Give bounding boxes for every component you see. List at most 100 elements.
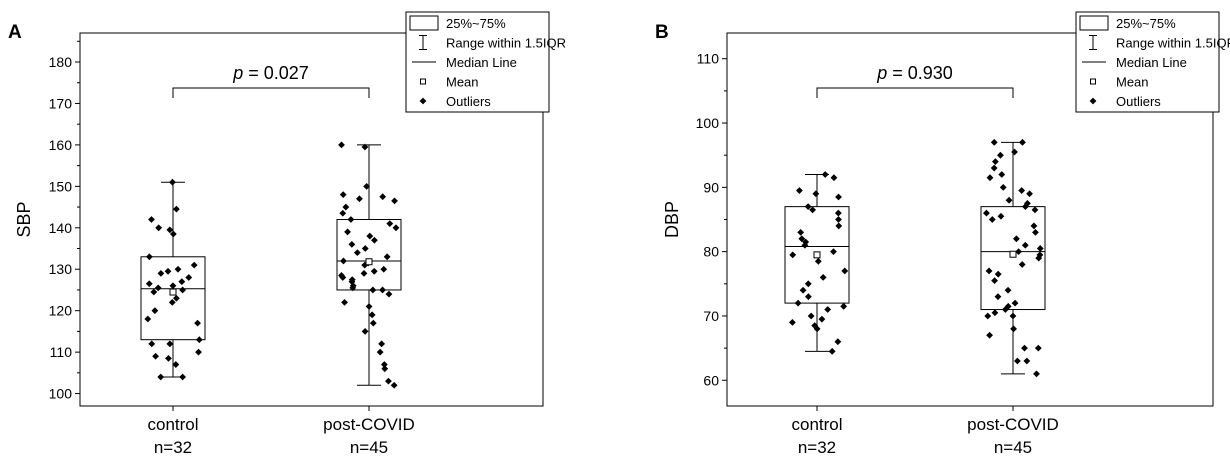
data-point xyxy=(369,319,377,327)
data-point xyxy=(983,209,990,217)
data-point xyxy=(185,274,193,281)
data-point xyxy=(390,381,398,389)
y-tick-label: 170 xyxy=(49,95,73,111)
data-point xyxy=(1021,241,1029,249)
data-point xyxy=(997,212,1005,220)
data-point xyxy=(1026,190,1033,198)
legend: 25%~75% Range within 1.5IQR Median Line Mea… xyxy=(1075,11,1230,113)
data-point xyxy=(788,318,796,326)
data-point xyxy=(363,182,371,190)
y-tick-label: 180 xyxy=(49,54,73,70)
y-tick-label: 100 xyxy=(696,115,720,131)
data-point xyxy=(339,274,347,281)
data-point xyxy=(835,216,842,223)
data-point xyxy=(383,253,391,261)
box-post-covid xyxy=(336,141,402,389)
data-point xyxy=(155,224,163,232)
data-point xyxy=(157,269,165,277)
data-point xyxy=(148,216,155,223)
data-point xyxy=(172,361,180,368)
mean-marker xyxy=(1009,250,1017,258)
box-icon xyxy=(409,15,439,31)
data-point xyxy=(380,265,388,273)
data-point xyxy=(1018,261,1026,268)
data-point xyxy=(148,340,156,348)
p-value: = 0.027 xyxy=(243,63,309,83)
data-point xyxy=(365,303,373,310)
data-point xyxy=(834,209,842,217)
data-point xyxy=(151,307,159,315)
panel-letter: B xyxy=(655,22,669,43)
data-point xyxy=(190,261,198,269)
data-point xyxy=(371,236,378,244)
data-point xyxy=(172,294,180,302)
data-point xyxy=(804,280,812,288)
data-point xyxy=(804,203,812,211)
data-point xyxy=(799,286,807,294)
legend-label: Mean xyxy=(1116,75,1149,90)
legend-label: Range within 1.5IQR xyxy=(1116,36,1230,51)
data-point xyxy=(1032,228,1039,236)
data-point xyxy=(1013,357,1021,365)
legend-label: Outliers xyxy=(446,94,491,109)
data-point xyxy=(804,293,812,301)
data-point xyxy=(834,338,842,346)
data-point xyxy=(178,278,186,286)
legend: 25%~75% Range within 1.5IQR Median Line Mea… xyxy=(405,11,566,113)
diamond-icon xyxy=(1089,97,1097,105)
legend-label: Median Line xyxy=(1116,55,1187,70)
data-point xyxy=(991,158,999,166)
x-category-count: n=32 xyxy=(154,438,192,457)
data-point xyxy=(1018,187,1026,194)
data-point xyxy=(164,267,172,275)
data-point xyxy=(1033,370,1040,378)
data-point xyxy=(166,340,174,348)
data-point xyxy=(1012,235,1020,243)
data-point xyxy=(144,315,152,323)
data-point xyxy=(794,299,802,307)
data-point xyxy=(841,267,849,275)
box-control xyxy=(140,178,206,381)
data-point xyxy=(1010,325,1017,333)
mean-marker xyxy=(365,258,373,266)
p-symbol: p xyxy=(232,63,243,83)
data-point xyxy=(342,203,350,211)
p-value-label: p = 0.027 xyxy=(232,63,309,83)
data-point xyxy=(812,190,820,198)
significance-bracket xyxy=(816,87,1014,98)
x-category-count: n=45 xyxy=(350,438,388,457)
box-control xyxy=(784,171,850,355)
data-point xyxy=(369,286,377,294)
data-point xyxy=(840,302,848,310)
data-point xyxy=(1023,357,1031,365)
data-point xyxy=(173,205,180,213)
data-point xyxy=(157,373,165,381)
data-point xyxy=(1011,299,1019,307)
whisker-icon xyxy=(419,35,427,50)
data-point xyxy=(392,224,400,232)
data-point xyxy=(1009,312,1017,320)
y-tick-label: 120 xyxy=(49,303,73,319)
data-point xyxy=(814,257,822,265)
data-point xyxy=(1035,254,1043,262)
y-tick-label: 90 xyxy=(703,179,719,195)
data-point xyxy=(344,228,351,236)
data-point xyxy=(154,284,162,292)
significance-bracket xyxy=(172,87,370,98)
data-point xyxy=(818,315,826,323)
data-point xyxy=(830,174,838,182)
box-post-covid xyxy=(980,138,1046,378)
data-point xyxy=(356,195,363,203)
data-point xyxy=(835,222,843,230)
data-point xyxy=(361,328,369,335)
data-point xyxy=(378,340,386,348)
data-point xyxy=(813,325,821,333)
data-point xyxy=(1015,248,1022,256)
x-category-count: n=45 xyxy=(994,438,1032,457)
x-category-count: n=32 xyxy=(798,438,836,457)
data-point xyxy=(379,286,386,294)
data-point xyxy=(1001,306,1009,313)
